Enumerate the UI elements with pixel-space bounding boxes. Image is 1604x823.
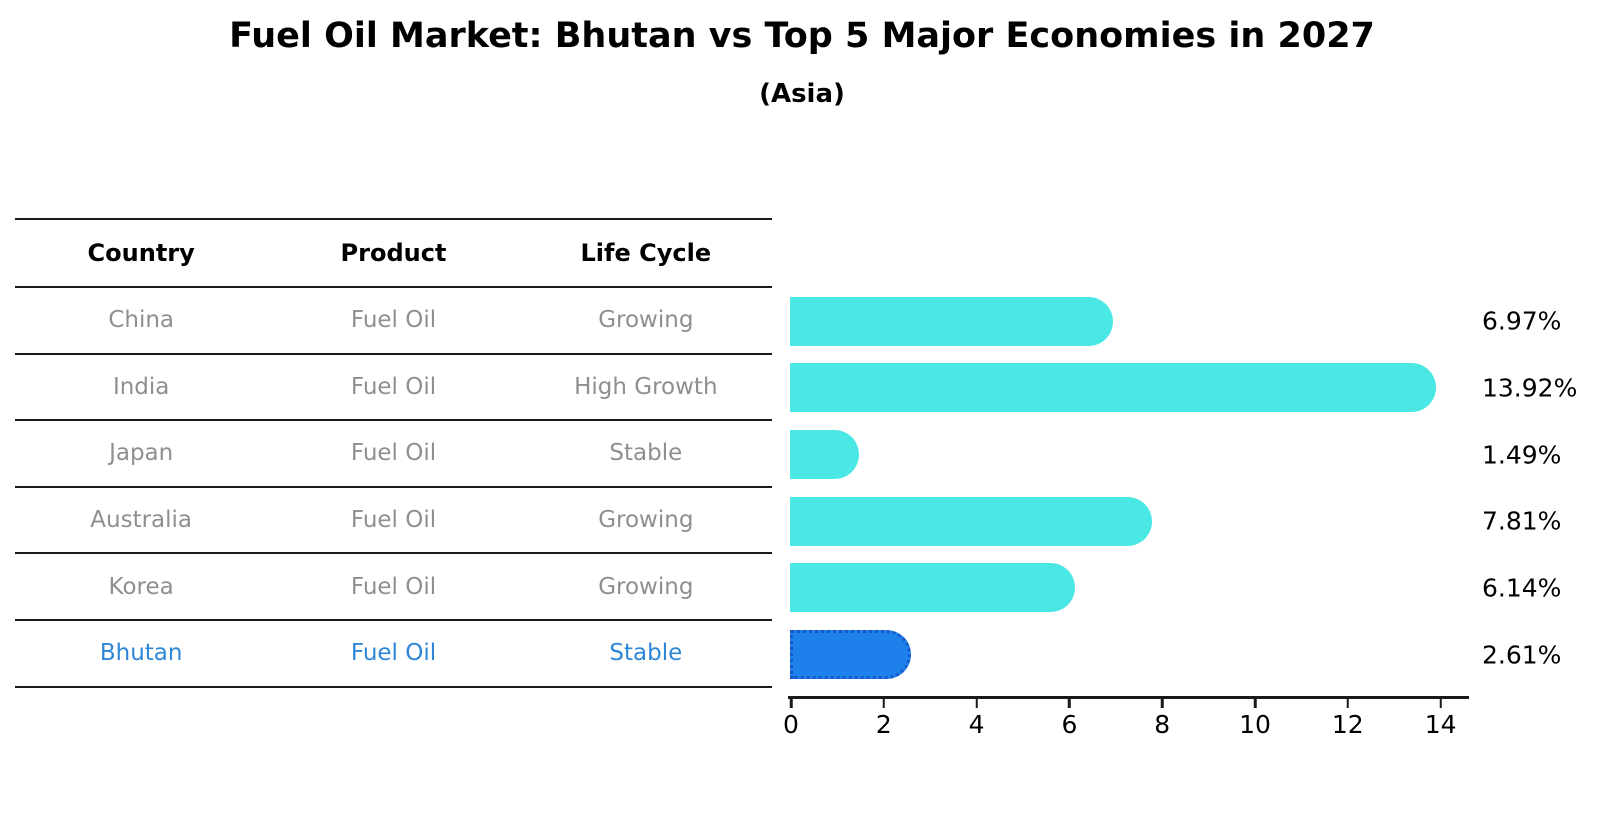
table-row: Australia Fuel Oil Growing (15, 488, 772, 555)
table-cell-product: Fuel Oil (350, 507, 437, 534)
table-header-country: Country (87, 239, 195, 267)
x-axis-line (788, 696, 1469, 699)
table-cell-life-cycle: Growing (598, 573, 694, 600)
table-row: Bhutan Fuel Oil Stable (15, 621, 772, 688)
value-label: 2.61% (1482, 640, 1562, 670)
x-tick-mark (1068, 698, 1071, 708)
table-cell-life-cycle: Stable (609, 640, 683, 667)
table-cell-product: Fuel Oil (350, 373, 437, 400)
bar-india (790, 363, 1436, 413)
table-row: Japan Fuel Oil Stable (15, 421, 772, 488)
value-label: 13.92% (1482, 373, 1578, 403)
bar-highlight-bhutan (790, 630, 912, 680)
x-tick-label: 0 (783, 710, 799, 739)
x-tick-label: 14 (1424, 710, 1457, 739)
chart-row: 2.61% (790, 621, 1604, 688)
x-tick-mark (1253, 698, 1257, 708)
value-label: 6.97% (1482, 306, 1562, 336)
chart-subtitle: (Asia) (759, 79, 845, 109)
x-tick-label: 2 (875, 710, 892, 739)
table-cell-country: Australia (90, 507, 193, 534)
chart-title: Fuel Oil Market: Bhutan vs Top 5 Major E… (229, 16, 1375, 56)
x-tick-mark (1346, 698, 1350, 708)
table-cell-life-cycle: Growing (598, 307, 694, 334)
x-tick-label: 12 (1331, 710, 1364, 739)
x-tick-label: 4 (968, 710, 985, 739)
table-row: Korea Fuel Oil Growing (15, 554, 772, 621)
table-cell-product: Fuel Oil (350, 440, 437, 467)
table-header-row: Country Product Life Cycle (15, 218, 772, 288)
chart-row: 13.92% (790, 355, 1604, 422)
chart-row: 6.97% (790, 288, 1604, 355)
x-tick-mark (975, 698, 978, 708)
bar-japan (790, 430, 860, 480)
table-cell-product: Fuel Oil (350, 573, 437, 600)
value-label: 6.14% (1482, 573, 1562, 603)
table-cell-product: Fuel Oil (350, 307, 437, 334)
x-tick-label: 10 (1239, 710, 1271, 739)
chart-row: 1.49% (790, 421, 1604, 488)
x-tick-mark (1439, 698, 1442, 708)
table-cell-product: Fuel Oil (350, 640, 437, 667)
table-header-life-cycle: Life Cycle (580, 239, 712, 267)
table-body: China Fuel Oil Growing India Fuel Oil High Gr… (15, 288, 772, 688)
x-tick-mark (882, 698, 886, 708)
table-cell-life-cycle: High Growth (574, 373, 718, 400)
x-tick-mark (789, 698, 793, 708)
bar-korea (790, 563, 1075, 613)
table-cell-country: Japan (109, 440, 174, 467)
x-tick-mark (1160, 698, 1164, 708)
bar-china (790, 296, 1114, 346)
table-cell-country: Korea (108, 573, 174, 600)
table-row: China Fuel Oil Growing (15, 288, 772, 355)
x-tick-label: 8 (1154, 710, 1171, 739)
table-row: India Fuel Oil High Growth (15, 355, 772, 422)
table-cell-country: India (112, 373, 170, 400)
bar-chart-area: 6.97% 13.92% 1.49% 7.81% 6.14% 2.61% (790, 288, 1604, 688)
country-table: Country Product Life Cycle China Fuel Oil… (15, 218, 772, 688)
x-tick-label: 6 (1061, 710, 1078, 739)
value-label: 7.81% (1482, 506, 1562, 536)
table-cell-life-cycle: Growing (598, 507, 694, 534)
table-cell-life-cycle: Stable (609, 440, 683, 467)
chart-row: 7.81% (790, 488, 1604, 555)
value-label: 1.49% (1482, 440, 1562, 470)
table-cell-country: China (108, 307, 175, 334)
bar-australia (790, 496, 1153, 546)
chart-row: 6.14% (790, 555, 1604, 622)
table-cell-country: Bhutan (99, 640, 183, 667)
table-header-product: Product (340, 239, 447, 267)
